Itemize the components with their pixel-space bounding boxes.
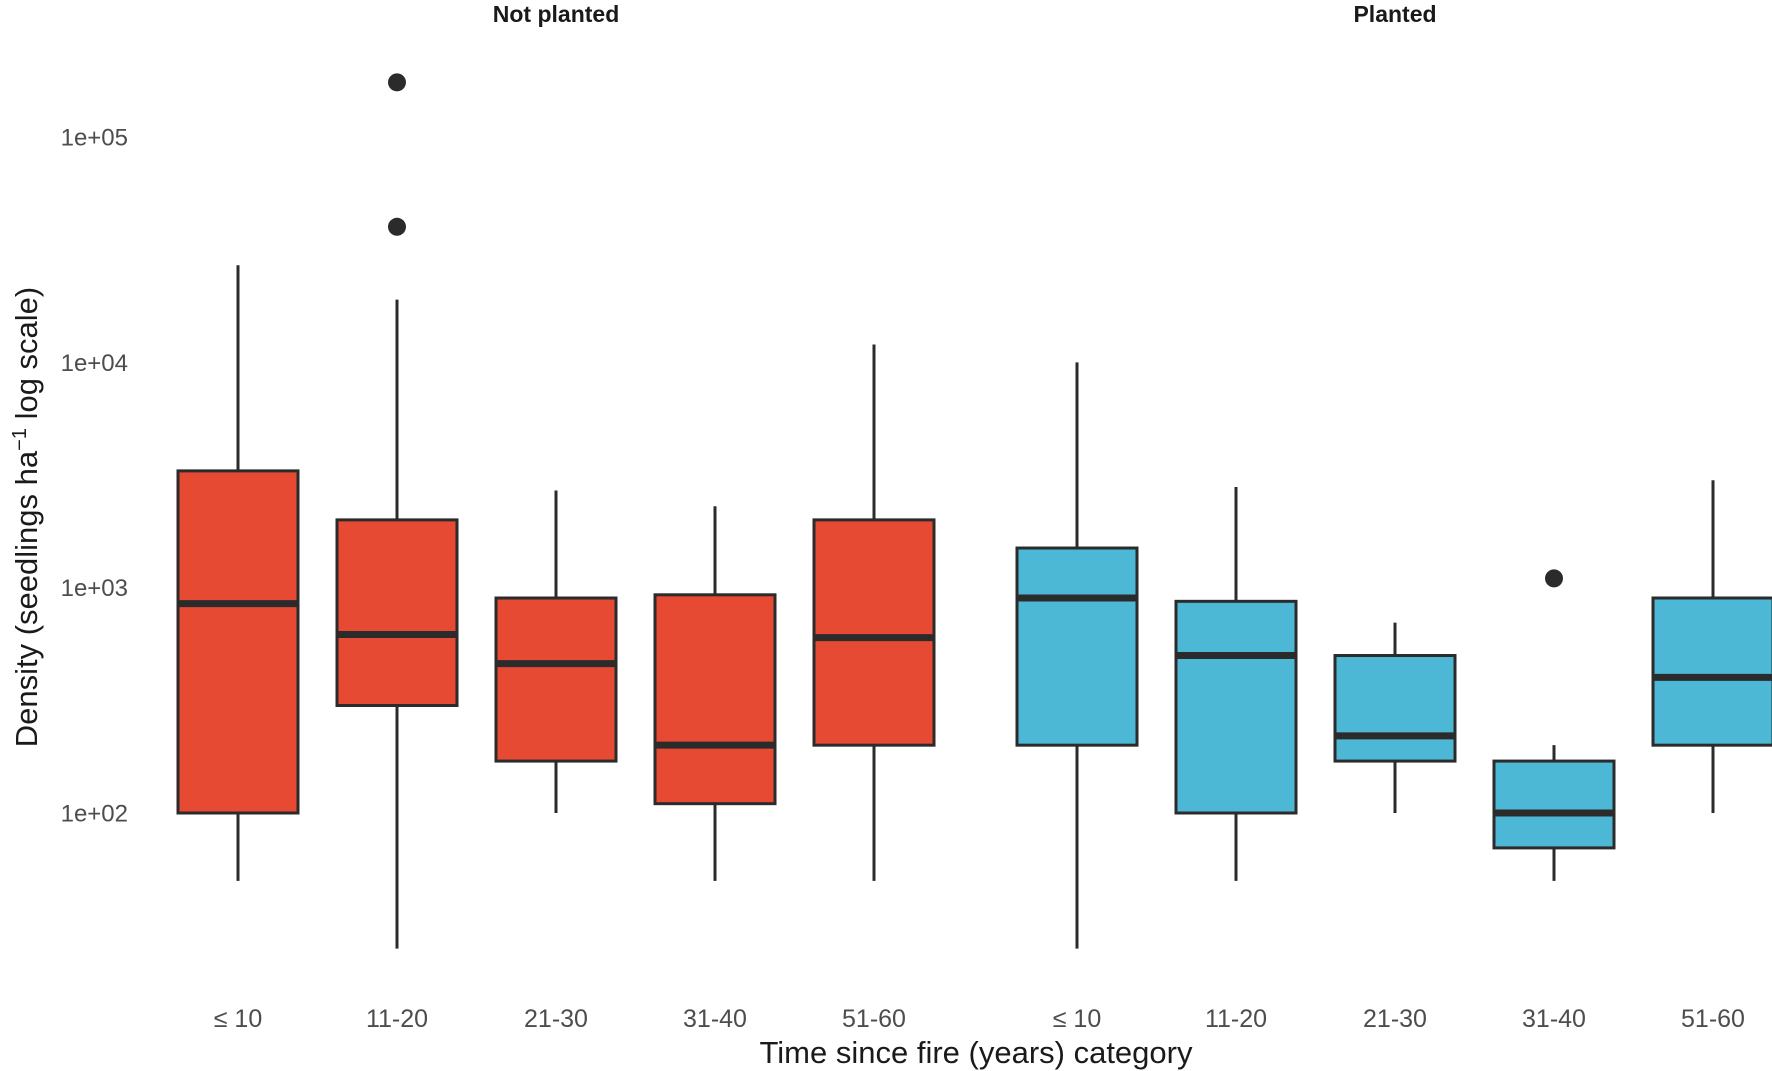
panel-title-not-planted: Not planted <box>492 1 620 27</box>
box-group-planted-3 <box>1492 569 1616 881</box>
x-axis-title: Time since fire (years) category <box>759 1035 1193 1070</box>
x-tick-label: ≤ 10 <box>1053 1005 1101 1033</box>
box-rect <box>1651 596 1772 747</box>
box-group-not-planted-0 <box>176 265 300 881</box>
box-rect <box>1333 654 1457 763</box>
y-axis-title-suffix: log scale) <box>9 286 44 429</box>
y-tick-label: 1e+05 <box>61 125 128 152</box>
x-tick-label: 21-30 <box>524 1005 588 1033</box>
y-tick-label: 1e+04 <box>61 350 128 377</box>
x-tick-label: 51-60 <box>842 1005 906 1033</box>
x-tick-label: 21-30 <box>1363 1005 1427 1033</box>
box-group-not-planted-2 <box>494 490 618 813</box>
y-tick-label: 1e+02 <box>61 800 128 827</box>
y-axis-title: Density (seedlings ha−1 log scale) <box>9 287 45 748</box>
box-rect <box>335 518 459 708</box>
box-rect <box>653 593 777 806</box>
x-tick-label: 31-40 <box>1522 1005 1586 1033</box>
x-tick-label: 51-60 <box>1681 1005 1745 1033</box>
box-rect <box>494 596 618 763</box>
y-axis-title-prefix: Density (seedlings ha <box>9 450 44 748</box>
panel-not-planted: ≤ 10 11-20 21-30 31-40 51-60 <box>176 73 936 1033</box>
x-tick-label: ≤ 10 <box>214 1005 262 1033</box>
box-rect <box>176 469 300 815</box>
box-rect <box>1174 599 1298 815</box>
box-group-planted-2 <box>1333 622 1457 813</box>
panel-planted: ≤ 10 11-20 21-30 31-40 51-60 <box>1015 362 1772 1033</box>
box-rect <box>1015 546 1139 747</box>
x-tick-label: 11-20 <box>366 1005 428 1033</box>
box-group-not-planted-4 <box>812 344 936 881</box>
box-group-not-planted-3 <box>653 506 777 881</box>
box-rect <box>812 518 936 747</box>
panel-title-planted: Planted <box>1353 1 1437 27</box>
box-group-planted-0 <box>1015 362 1139 949</box>
box-group-not-planted-1 <box>335 73 459 949</box>
x-tick-label: 11-20 <box>1205 1005 1267 1033</box>
box-group-planted-4 <box>1651 480 1772 813</box>
y-axis-title-superscript: −1 <box>9 428 31 451</box>
outlier-point <box>388 217 406 236</box>
outlier-point <box>1545 569 1563 588</box>
y-tick-label: 1e+03 <box>61 575 128 602</box>
box-rect <box>1492 759 1616 850</box>
outlier-point <box>388 73 406 92</box>
box-group-planted-1 <box>1174 486 1298 881</box>
x-tick-label: 31-40 <box>683 1005 747 1033</box>
